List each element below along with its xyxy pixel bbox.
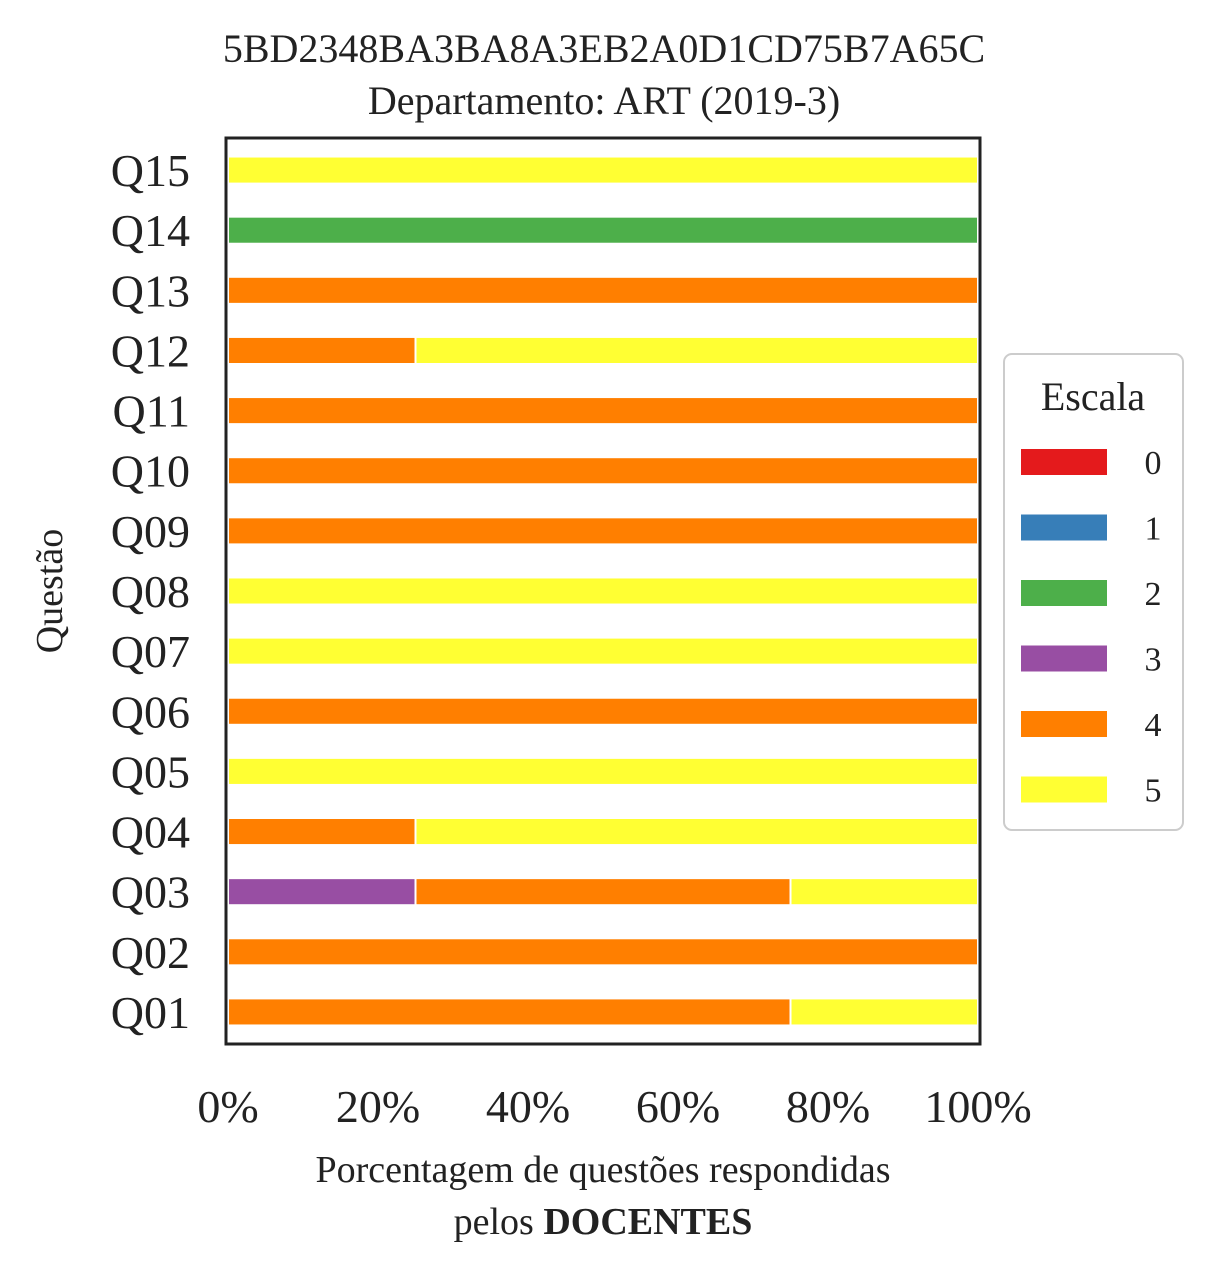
legend-label-1: 1: [1145, 511, 1162, 548]
bar-q14-scale-2: [227, 215, 979, 245]
bar-q03-scale-5: [789, 877, 979, 907]
bar-q04-scale-4: [227, 817, 417, 847]
y-tick-label: Q03: [111, 867, 190, 918]
y-tick-label: Q10: [111, 446, 190, 497]
y-tick-label: Q14: [111, 205, 190, 256]
bar-q10-scale-4: [227, 456, 979, 486]
y-tick-label: Q08: [111, 566, 190, 617]
legend-swatch-0: [1021, 449, 1107, 475]
bar-q06-scale-4: [227, 696, 979, 726]
chart-subtitle: Departamento: ART (2019-3): [368, 78, 840, 123]
bar-q05-scale-5: [227, 756, 979, 786]
y-tick-label: Q12: [111, 325, 190, 376]
x-axis-label-prefix: pelos: [454, 1201, 544, 1243]
bar-q08-scale-5: [227, 576, 979, 606]
bar-q12-scale-4: [227, 335, 417, 365]
y-tick-label: Q11: [112, 386, 190, 437]
y-tick-label: Q02: [111, 927, 190, 978]
legend-label-2: 2: [1145, 576, 1162, 613]
legend-swatch-3: [1021, 645, 1107, 672]
y-tick-label: Q07: [111, 626, 190, 677]
legend-swatch-5: [1021, 776, 1107, 803]
bar-q07-scale-5: [227, 636, 979, 666]
plot-frame: [224, 136, 982, 1046]
x-axis-label-line2: pelos DOCENTES: [454, 1201, 753, 1243]
chart-title: 5BD2348BA3BA8A3EB2A0D1CD75B7A65C: [223, 26, 985, 71]
y-tick-label: Q04: [111, 807, 190, 858]
legend-label-0: 0: [1145, 445, 1162, 482]
bar-q04-scale-5: [414, 817, 979, 847]
y-tick-label: Q13: [111, 265, 190, 316]
x-tick-label: 100%: [924, 1081, 1031, 1132]
legend-swatch-4: [1021, 711, 1107, 737]
bars-group: [227, 155, 979, 1027]
legend-swatch-1: [1021, 514, 1107, 541]
bar-q01-scale-4: [227, 997, 792, 1027]
y-tick-label: Q06: [111, 686, 190, 737]
x-axis-label-line1: Porcentagem de questões respondidas: [315, 1149, 890, 1191]
legend: Escala 0 1 2 3 4 5: [1003, 353, 1184, 831]
x-tick-label: 60%: [636, 1081, 720, 1132]
bar-q11-scale-4: [227, 396, 979, 426]
bar-q02-scale-4: [227, 937, 979, 967]
legend-label-5: 5: [1145, 773, 1162, 810]
legend-title: Escala: [1041, 374, 1146, 419]
x-tick-label: 40%: [486, 1081, 570, 1132]
bar-q03-scale-4: [414, 877, 792, 907]
x-tick-label: 20%: [336, 1081, 420, 1132]
bar-q15-scale-5: [227, 155, 979, 185]
y-tick-label: Q01: [111, 987, 190, 1038]
bar-q01-scale-5: [789, 997, 979, 1027]
y-tick-label: Q15: [111, 145, 190, 196]
y-tick-label: Q05: [111, 746, 190, 797]
bar-q03-scale-3: [227, 877, 417, 907]
legend-swatch-2: [1021, 580, 1107, 606]
y-tick-labels: Q01 Q02 Q03 Q04 Q05 Q06 Q07 Q08 Q09 Q10 Q11 Q12 Q13 Q…: [111, 145, 190, 1038]
bar-q13-scale-4: [227, 275, 979, 305]
legend-label-3: 3: [1145, 642, 1162, 679]
bar-q09-scale-4: [227, 516, 979, 546]
y-axis-label: Questão: [29, 529, 71, 654]
bar-q12-scale-5: [414, 335, 979, 365]
x-tick-label: 80%: [786, 1081, 870, 1132]
y-tick-label: Q09: [111, 506, 190, 557]
x-tick-labels: 0% 20% 40% 60% 80% 100%: [197, 1081, 1031, 1132]
x-axis-label-bold: DOCENTES: [543, 1201, 752, 1243]
legend-items: 0 1 2 3 4 5: [1021, 445, 1162, 810]
legend-label-4: 4: [1145, 707, 1162, 744]
x-tick-label: 0%: [197, 1081, 258, 1132]
